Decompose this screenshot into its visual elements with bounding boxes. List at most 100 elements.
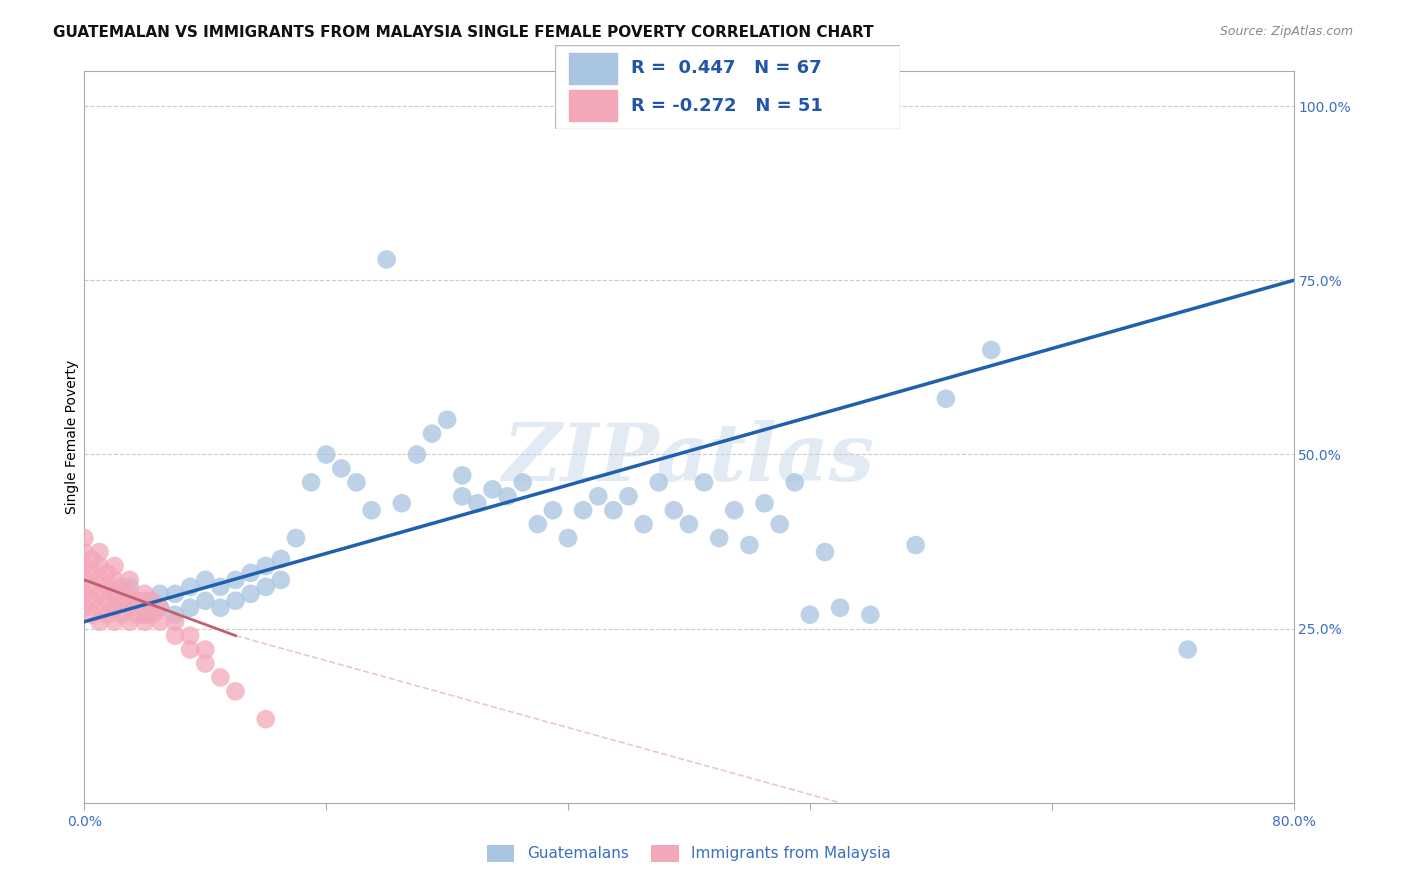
Point — [134, 587, 156, 601]
Legend: Guatemalans, Immigrants from Malaysia: Guatemalans, Immigrants from Malaysia — [481, 838, 897, 868]
Point — [678, 517, 700, 532]
Point — [617, 489, 640, 503]
Point — [96, 580, 118, 594]
Point — [80, 594, 103, 608]
Point — [165, 629, 187, 643]
Point — [225, 684, 247, 698]
Point — [194, 573, 217, 587]
Point — [1177, 642, 1199, 657]
Point — [527, 517, 550, 532]
Point — [80, 552, 103, 566]
Point — [89, 573, 111, 587]
Point — [118, 587, 141, 601]
Point — [134, 594, 156, 608]
Point — [73, 600, 96, 615]
Point — [127, 594, 149, 608]
Point — [254, 712, 277, 726]
Point — [859, 607, 882, 622]
Point — [165, 587, 187, 601]
Point — [179, 600, 201, 615]
Point — [165, 615, 187, 629]
Text: ZIPatlas: ZIPatlas — [503, 420, 875, 498]
Point — [118, 600, 141, 615]
Point — [904, 538, 927, 552]
Point — [769, 517, 792, 532]
Point — [225, 594, 247, 608]
Point — [80, 580, 103, 594]
Point — [104, 615, 127, 629]
Point — [89, 587, 111, 601]
Point — [285, 531, 308, 545]
Point — [512, 475, 534, 490]
Point — [73, 531, 96, 545]
Point — [104, 600, 127, 615]
Point — [723, 503, 745, 517]
Point — [111, 580, 134, 594]
Point — [254, 580, 277, 594]
Point — [89, 545, 111, 559]
Point — [104, 558, 127, 573]
Point — [141, 607, 163, 622]
Point — [239, 566, 262, 580]
Point — [104, 587, 127, 601]
Point — [73, 573, 96, 587]
Point — [783, 475, 806, 490]
Point — [391, 496, 413, 510]
Point — [165, 607, 187, 622]
Text: R =  0.447   N = 67: R = 0.447 N = 67 — [631, 60, 821, 78]
Point — [935, 392, 957, 406]
Point — [588, 489, 610, 503]
Point — [572, 503, 595, 517]
Point — [209, 600, 232, 615]
Point — [467, 496, 489, 510]
Point — [830, 600, 852, 615]
Point — [149, 587, 172, 601]
Point — [179, 642, 201, 657]
Point — [406, 448, 429, 462]
Point — [420, 426, 443, 441]
Point — [134, 600, 156, 615]
Point — [451, 489, 474, 503]
Point — [709, 531, 731, 545]
Point — [141, 594, 163, 608]
Point — [104, 587, 127, 601]
Point — [754, 496, 776, 510]
Point — [346, 475, 368, 490]
Point — [127, 607, 149, 622]
Point — [179, 629, 201, 643]
Point — [194, 594, 217, 608]
Point — [118, 615, 141, 629]
Y-axis label: Single Female Poverty: Single Female Poverty — [65, 360, 79, 514]
Point — [96, 594, 118, 608]
Point — [73, 558, 96, 573]
Bar — [569, 90, 617, 120]
Point — [738, 538, 761, 552]
Point — [118, 573, 141, 587]
Point — [375, 252, 398, 267]
Text: Source: ZipAtlas.com: Source: ZipAtlas.com — [1219, 25, 1353, 38]
Point — [557, 531, 579, 545]
Point — [96, 607, 118, 622]
Point — [194, 642, 217, 657]
Point — [149, 615, 172, 629]
Point — [254, 558, 277, 573]
FancyBboxPatch shape — [555, 45, 900, 129]
Point — [541, 503, 564, 517]
Point — [134, 615, 156, 629]
Point — [225, 573, 247, 587]
Point — [481, 483, 503, 497]
Point — [134, 607, 156, 622]
Point — [104, 573, 127, 587]
Point — [73, 587, 96, 601]
Point — [179, 580, 201, 594]
Point — [111, 594, 134, 608]
Point — [80, 607, 103, 622]
Point — [118, 580, 141, 594]
Point — [149, 600, 172, 615]
Point — [496, 489, 519, 503]
Point — [73, 545, 96, 559]
Point — [89, 615, 111, 629]
Point — [194, 657, 217, 671]
Point — [209, 580, 232, 594]
Point — [299, 475, 322, 490]
